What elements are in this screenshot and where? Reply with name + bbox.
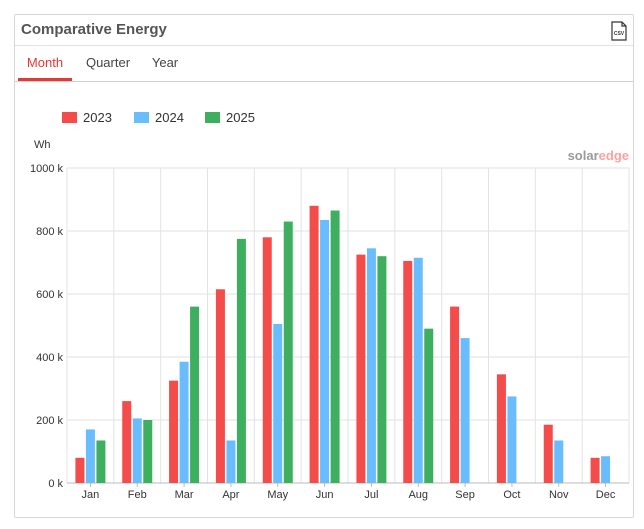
bar-2023-mar[interactable] <box>169 380 179 483</box>
bar-2023-nov[interactable] <box>543 424 553 483</box>
y-tick-label: 600 k <box>36 289 63 301</box>
y-tick-label: 400 k <box>36 352 63 364</box>
y-tick-label: 1000 k <box>30 163 64 175</box>
bar-2023-jun[interactable] <box>309 205 319 484</box>
y-tick-label: 0 k <box>48 478 63 490</box>
bar-2023-apr[interactable] <box>215 289 225 483</box>
bar-2025-mar[interactable] <box>190 306 200 483</box>
bar-2025-may[interactable] <box>283 221 293 484</box>
period-tabs: Month Quarter Year <box>15 46 633 82</box>
bar-2023-dec[interactable] <box>590 457 600 483</box>
x-tick-label-feb: Feb <box>128 489 147 501</box>
widget-header: Comparative Energy CSV <box>15 15 633 46</box>
y-tick-label: 200 k <box>36 415 63 427</box>
x-tick-label-mar: Mar <box>175 489 194 501</box>
x-tick-label-sep: Sep <box>455 489 475 501</box>
bar-2024-aug[interactable] <box>413 257 423 483</box>
svg-text:CSV: CSV <box>614 31 625 37</box>
energy-chart: 2023 2024 2025 Wh solaredge 0 k 200 k 400 … <box>15 82 633 502</box>
tab-year[interactable]: Year <box>151 55 179 70</box>
x-tick-label-nov: Nov <box>549 489 569 501</box>
x-tick-label-may: May <box>267 489 288 501</box>
x-tick-label-jul: Jul <box>364 489 378 501</box>
tab-quarter[interactable]: Quarter <box>85 55 131 70</box>
legend-swatch-2023[interactable] <box>62 112 77 123</box>
bar-2025-jan[interactable] <box>96 440 106 483</box>
comparative-energy-widget: Comparative Energy CSV Month Quarter Yea… <box>14 14 634 518</box>
bar-2024-may[interactable] <box>273 323 283 483</box>
bar-2024-mar[interactable] <box>179 361 189 483</box>
y-axis-unit-label: Wh <box>34 139 51 151</box>
bar-2025-jul[interactable] <box>377 256 387 483</box>
bar-2023-aug[interactable] <box>403 260 413 483</box>
y-tick-label: 800 k <box>36 226 63 238</box>
bar-2024-apr[interactable] <box>226 440 236 483</box>
legend-swatch-2025[interactable] <box>205 112 220 123</box>
bar-2024-dec[interactable] <box>601 456 611 483</box>
bar-2025-aug[interactable] <box>424 328 434 483</box>
x-tick-label-jun: Jun <box>316 489 334 501</box>
bar-2025-jun[interactable] <box>330 210 340 483</box>
tab-month[interactable]: Month <box>18 46 72 81</box>
x-tick-label-oct: Oct <box>503 489 520 501</box>
bar-2023-feb[interactable] <box>122 401 132 483</box>
bar-2023-jul[interactable] <box>356 254 366 483</box>
bar-2024-jul[interactable] <box>366 248 376 483</box>
bar-2023-jan[interactable] <box>75 457 85 483</box>
bar-2025-apr[interactable] <box>236 238 246 483</box>
chart-legend: 2023 2024 2025 <box>62 110 255 125</box>
bar-2024-jan[interactable] <box>85 429 95 483</box>
bar-2023-sep[interactable] <box>450 306 460 483</box>
bar-2023-may[interactable] <box>262 237 272 483</box>
bar-2024-oct[interactable] <box>507 396 517 483</box>
widget-title: Comparative Energy <box>21 21 167 38</box>
bar-2024-nov[interactable] <box>554 440 564 483</box>
bar-2024-sep[interactable] <box>460 338 470 483</box>
x-tick-label-apr: Apr <box>222 489 239 501</box>
brand-logo: solaredge <box>568 148 629 163</box>
legend-label-2024[interactable]: 2024 <box>155 110 184 125</box>
x-tick-label-dec: Dec <box>596 489 616 501</box>
bar-2024-feb[interactable] <box>132 418 142 483</box>
legend-label-2023[interactable]: 2023 <box>83 110 112 125</box>
bar-2025-feb[interactable] <box>143 420 153 483</box>
legend-label-2025[interactable]: 2025 <box>226 110 255 125</box>
bar-2024-jun[interactable] <box>320 219 330 483</box>
energy-bar-chart: 2023 2024 2025 Wh solaredge 0 k 200 k 400 … <box>30 110 630 501</box>
csv-export-icon[interactable]: CSV <box>610 21 628 41</box>
x-tick-label-aug: Aug <box>408 489 428 501</box>
legend-swatch-2024[interactable] <box>134 112 149 123</box>
x-tick-label-jan: Jan <box>82 489 100 501</box>
bar-2023-oct[interactable] <box>496 374 506 483</box>
